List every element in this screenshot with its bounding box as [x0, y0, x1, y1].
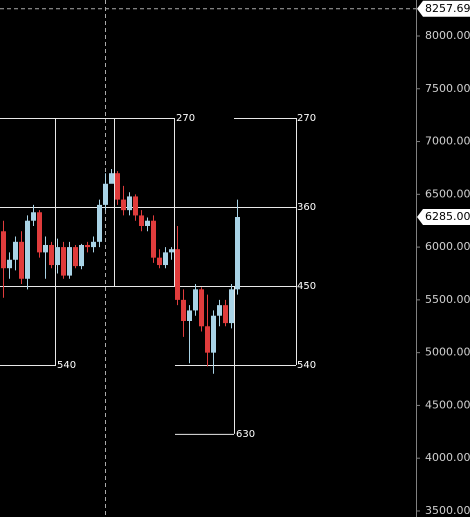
candle-body	[91, 241, 96, 248]
price-marker-label: 6285.00	[425, 210, 470, 223]
price-marker-box	[417, 0, 470, 17]
candle-body	[211, 315, 216, 353]
y-tick-label: 7500.00	[425, 82, 470, 95]
candle-body	[181, 299, 186, 321]
gann-label: 540	[297, 360, 316, 371]
price-marker-label: 8257.69	[425, 2, 470, 15]
candle-body	[127, 196, 132, 211]
candle-body	[85, 244, 90, 248]
candle-body	[205, 326, 210, 353]
y-tick-label: 3500.00	[425, 504, 470, 517]
candle-body	[43, 244, 48, 253]
y-tick-label: 6000.00	[425, 240, 470, 253]
candle-body	[169, 249, 174, 253]
gann-label: 360	[297, 202, 316, 213]
candle-body	[37, 212, 42, 253]
candle-body	[157, 257, 162, 266]
candle-body	[163, 252, 168, 266]
y-tick-label: 8000.00	[425, 29, 470, 42]
candle-body	[235, 217, 240, 290]
y-tick-label: 4500.00	[425, 398, 470, 411]
candle-body	[55, 247, 60, 266]
candle-body	[229, 289, 234, 324]
price-marker-box	[417, 209, 470, 226]
candle-body	[61, 247, 66, 276]
candle-body	[79, 244, 84, 267]
candle-body	[109, 173, 114, 184]
candle-body	[193, 289, 198, 311]
candle-body	[121, 199, 126, 211]
candle-body	[115, 173, 120, 200]
y-tick-label: 6500.00	[425, 187, 470, 200]
y-tick-label: 4000.00	[425, 451, 470, 464]
candle-body	[1, 231, 6, 269]
candle-body	[25, 220, 30, 279]
candle-body	[199, 289, 204, 327]
y-tick-label: 5500.00	[425, 293, 470, 306]
candle-body	[187, 310, 192, 321]
candle-body	[49, 244, 54, 266]
candle-body	[73, 247, 78, 267]
candle-body	[217, 305, 222, 316]
candle-body	[145, 220, 150, 226]
candle-body	[19, 241, 24, 279]
gann-label: 270	[297, 113, 316, 124]
candle-body	[13, 241, 18, 260]
candle-body	[223, 305, 228, 324]
candle-body	[151, 220, 156, 258]
candle-body	[67, 247, 72, 276]
candle-body	[7, 259, 12, 269]
gann-label: 450	[297, 281, 316, 292]
candle-body	[103, 183, 108, 205]
candle-body	[133, 196, 138, 216]
candle-body	[175, 249, 180, 300]
candle-body	[97, 204, 102, 242]
y-tick-label: 7000.00	[425, 135, 470, 148]
candle-body	[139, 215, 144, 226]
gann-label: 630	[236, 429, 255, 440]
candle-body	[31, 212, 36, 221]
gann-label: 540	[57, 360, 76, 371]
y-tick-label: 5000.00	[425, 346, 470, 359]
gann-label: 270	[176, 113, 195, 124]
